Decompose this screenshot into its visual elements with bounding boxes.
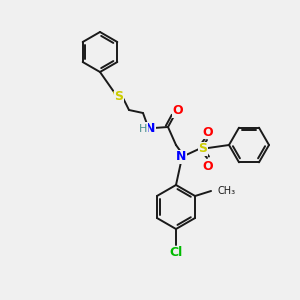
- Text: O: O: [173, 104, 183, 118]
- Text: S: S: [199, 142, 208, 155]
- Text: N: N: [145, 122, 155, 136]
- Text: Cl: Cl: [169, 247, 183, 260]
- Text: CH₃: CH₃: [217, 186, 235, 196]
- Text: N: N: [176, 151, 186, 164]
- Text: O: O: [203, 160, 213, 172]
- Text: H: H: [139, 124, 147, 134]
- Text: S: S: [115, 89, 124, 103]
- Text: O: O: [203, 125, 213, 139]
